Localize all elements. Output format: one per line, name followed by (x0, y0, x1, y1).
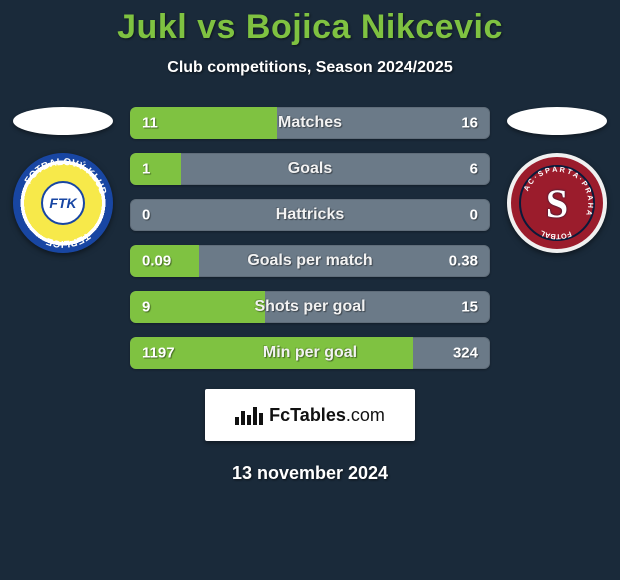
stat-label: Hattricks (276, 206, 344, 224)
left-flag-icon (13, 107, 113, 135)
page-title: Jukl vs Bojica Nikcevic (0, 8, 620, 47)
bars-icon (235, 405, 263, 425)
svg-text:A C · S P A R T A · P R A H A: A C · S P A R T A · P R A H A (522, 165, 596, 218)
stat-value-right: 324 (453, 345, 478, 362)
branding-domain: .com (346, 405, 385, 425)
stat-value-left: 1197 (142, 345, 175, 362)
branding-text: FcTables.com (269, 405, 385, 426)
content-row: FOTBALOVÝ KLUB TEPLICE FTK 11 Matches 16 1 G… (0, 107, 620, 369)
right-club-badge: A C · S P A R T A · P R A H A FOTBAL S (507, 153, 607, 253)
stat-row: 9 Shots per goal 15 (130, 291, 490, 323)
stat-value-left: 0 (142, 207, 150, 224)
stat-value-right: 15 (461, 299, 478, 316)
stat-row: 0 Hattricks 0 (130, 199, 490, 231)
stat-label: Shots per goal (254, 298, 365, 316)
left-side: FOTBALOVÝ KLUB TEPLICE FTK (8, 107, 118, 253)
stat-row: 0.09 Goals per match 0.38 (130, 245, 490, 277)
stat-value-right: 0 (470, 207, 478, 224)
teplice-ring-text-icon: FOTBALOVÝ KLUB TEPLICE (13, 153, 113, 253)
page-subtitle: Club competitions, Season 2024/2025 (0, 59, 620, 77)
stat-label: Matches (278, 114, 342, 132)
stat-value-right: 16 (461, 115, 478, 132)
svg-text:FOTBAL: FOTBAL (538, 228, 573, 241)
right-side: A C · S P A R T A · P R A H A FOTBAL S (502, 107, 612, 253)
stat-value-left: 1 (142, 161, 150, 178)
stat-value-left: 9 (142, 299, 150, 316)
stat-label: Goals per match (247, 252, 372, 270)
right-flag-icon (507, 107, 607, 135)
left-club-badge: FOTBALOVÝ KLUB TEPLICE FTK (13, 153, 113, 253)
svg-text:FOTBALOVÝ KLUB: FOTBALOVÝ KLUB (23, 157, 108, 196)
stat-row: 11 Matches 16 (130, 107, 490, 139)
stat-row: 1197 Min per goal 324 (130, 337, 490, 369)
stat-row: 1 Goals 6 (130, 153, 490, 185)
infographic-root: Jukl vs Bojica Nikcevic Club competition… (0, 0, 620, 580)
stat-fill-left (130, 153, 181, 185)
branding-box: FcTables.com (205, 389, 415, 441)
sparta-ring-text-icon: A C · S P A R T A · P R A H A FOTBAL (511, 157, 603, 249)
stat-label: Goals (288, 160, 332, 178)
stat-value-right: 0.38 (449, 253, 478, 270)
stat-value-right: 6 (470, 161, 478, 178)
stats-bars: 11 Matches 16 1 Goals 6 0 Hattricks 0 0.09 Goals p… (130, 107, 490, 369)
svg-text:TEPLICE: TEPLICE (44, 230, 91, 249)
stat-value-left: 11 (142, 115, 158, 132)
date-text: 13 november 2024 (0, 463, 620, 484)
stat-label: Min per goal (263, 344, 357, 362)
stat-value-left: 0.09 (142, 253, 171, 270)
branding-main: FcTables (269, 405, 346, 425)
